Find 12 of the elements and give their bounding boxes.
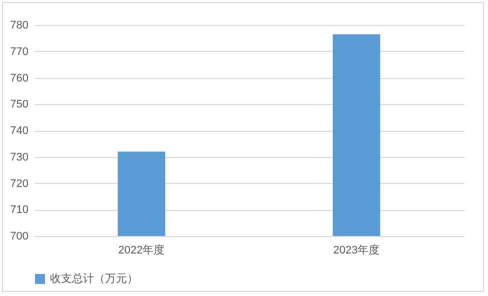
y-tick-label: 750: [10, 98, 28, 111]
y-tick-label: 730: [10, 151, 28, 164]
x-tick-label: 2022年度: [118, 244, 165, 256]
y-tick-label: 740: [10, 125, 28, 137]
y-tick-label: 710: [10, 204, 28, 216]
x-tick-label: 2023年度: [333, 244, 380, 256]
legend-label: 收支总计（万元）: [50, 272, 138, 285]
y-tick-label: 760: [10, 72, 28, 84]
y-tick-label: 700: [10, 230, 28, 242]
y-tick-label: 720: [10, 178, 28, 190]
y-tick-label: 780: [10, 20, 28, 32]
y-tick-label: 770: [10, 46, 28, 58]
